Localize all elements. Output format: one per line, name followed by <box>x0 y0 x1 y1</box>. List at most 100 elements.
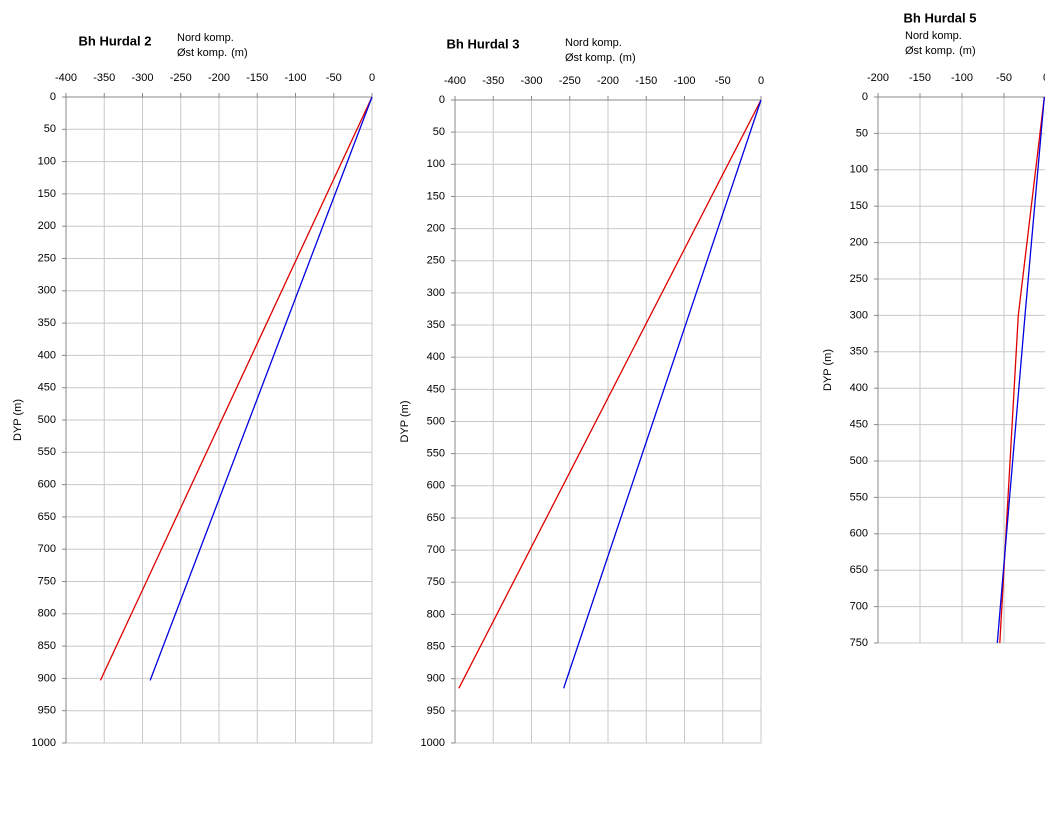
x-tick-label: -350 <box>482 75 504 87</box>
y-tick-label: 500 <box>38 414 56 426</box>
y-tick-label: 300 <box>427 287 445 299</box>
y-tick-label: 100 <box>850 164 868 176</box>
y-tick-label: 0 <box>862 91 868 103</box>
x-tick-label: -100 <box>284 72 306 84</box>
y-tick-label: 350 <box>427 319 445 331</box>
y-tick-label: 100 <box>427 158 445 170</box>
chart-title: Bh Hurdal 3 <box>447 36 520 51</box>
y-tick-label: 250 <box>427 255 445 267</box>
y-tick-label: 850 <box>38 640 56 652</box>
x-tick-label: -300 <box>131 72 153 84</box>
x-axis-label: (m) <box>619 52 636 64</box>
x-tick-label: -50 <box>996 72 1012 84</box>
y-tick-label: 900 <box>427 673 445 685</box>
y-tick-label: 600 <box>850 528 868 540</box>
x-tick-label: -300 <box>520 75 542 87</box>
y-tick-label: 550 <box>427 448 445 460</box>
y-tick-label: 950 <box>38 705 56 717</box>
y-tick-label: 0 <box>439 94 445 106</box>
y-tick-label: 600 <box>427 480 445 492</box>
x-tick-label: -100 <box>673 75 695 87</box>
x-tick-label: -150 <box>909 72 931 84</box>
data-line <box>149 96 373 681</box>
y-tick-label: 750 <box>427 576 445 588</box>
y-axis-label: DYP (m) <box>399 401 411 443</box>
y-tick-label: 550 <box>850 491 868 503</box>
x-tick-label: 0 <box>758 75 764 87</box>
x-tick-label: -150 <box>635 75 657 87</box>
x-tick-label: -200 <box>867 72 889 84</box>
y-tick-label: 1000 <box>421 737 445 749</box>
y-tick-label: 300 <box>850 309 868 321</box>
y-tick-label: 400 <box>427 351 445 363</box>
y-tick-label: 150 <box>38 188 56 200</box>
y-tick-label: 150 <box>850 200 868 212</box>
chart-title: Bh Hurdal 5 <box>904 10 977 25</box>
x-tick-label: -50 <box>326 72 342 84</box>
data-line <box>99 96 373 681</box>
y-tick-label: 850 <box>427 640 445 652</box>
x-axis-label: (m) <box>231 47 248 59</box>
y-tick-label: 700 <box>850 601 868 613</box>
y-tick-label: 750 <box>38 575 56 587</box>
chart-title: Bh Hurdal 2 <box>79 33 152 48</box>
x-tick-label: -200 <box>597 75 619 87</box>
x-tick-label: -200 <box>208 72 230 84</box>
x-tick-label: -400 <box>55 72 77 84</box>
x-tick-label: -250 <box>559 75 581 87</box>
legend-entry: Øst komp. <box>565 52 615 64</box>
y-tick-label: 200 <box>850 237 868 249</box>
y-tick-label: 550 <box>38 446 56 458</box>
y-tick-label: 250 <box>38 252 56 264</box>
y-tick-label: 150 <box>427 190 445 202</box>
y-tick-label: 1000 <box>32 737 56 749</box>
y-tick-label: 450 <box>38 382 56 394</box>
legend-entry: Øst komp. <box>177 47 227 59</box>
y-axis-label: DYP (m) <box>12 399 24 441</box>
y-tick-label: 200 <box>427 223 445 235</box>
legend-entry: Nord komp. <box>565 37 622 49</box>
x-axis-label: (m) <box>959 45 976 57</box>
y-tick-label: 800 <box>38 608 56 620</box>
y-tick-label: 950 <box>427 705 445 717</box>
y-tick-label: 500 <box>850 455 868 467</box>
data-line <box>458 99 762 689</box>
y-tick-label: 200 <box>38 220 56 232</box>
x-tick-label: -350 <box>93 72 115 84</box>
x-tick-label: -250 <box>170 72 192 84</box>
y-tick-label: 750 <box>850 637 868 649</box>
y-tick-label: 400 <box>38 349 56 361</box>
y-tick-label: 300 <box>38 285 56 297</box>
data-line <box>996 96 1045 644</box>
y-tick-label: 250 <box>850 273 868 285</box>
y-tick-label: 900 <box>38 672 56 684</box>
x-tick-label: -50 <box>715 75 731 87</box>
y-tick-label: 450 <box>850 419 868 431</box>
y-tick-label: 0 <box>50 91 56 103</box>
x-tick-label: -400 <box>444 75 466 87</box>
y-tick-label: 650 <box>850 564 868 576</box>
y-tick-label: 450 <box>427 383 445 395</box>
x-tick-label: -100 <box>951 72 973 84</box>
y-tick-label: 650 <box>427 512 445 524</box>
y-tick-label: 700 <box>427 544 445 556</box>
y-tick-label: 50 <box>856 127 868 139</box>
y-tick-label: 800 <box>427 608 445 620</box>
data-line <box>563 99 762 689</box>
x-tick-label: -150 <box>246 72 268 84</box>
y-tick-label: 500 <box>427 415 445 427</box>
y-axis-label: DYP (m) <box>822 349 834 391</box>
y-tick-label: 600 <box>38 479 56 491</box>
legend-entry: Øst komp. <box>905 45 955 57</box>
y-tick-label: 650 <box>38 511 56 523</box>
y-tick-label: 50 <box>44 123 56 135</box>
legend-entry: Nord komp. <box>177 32 234 44</box>
legend-entry: Nord komp. <box>905 30 962 42</box>
y-tick-label: 400 <box>850 382 868 394</box>
y-tick-label: 50 <box>433 126 445 138</box>
x-tick-label: 0 <box>1043 72 1045 84</box>
y-tick-label: 350 <box>850 346 868 358</box>
y-tick-label: 100 <box>38 156 56 168</box>
